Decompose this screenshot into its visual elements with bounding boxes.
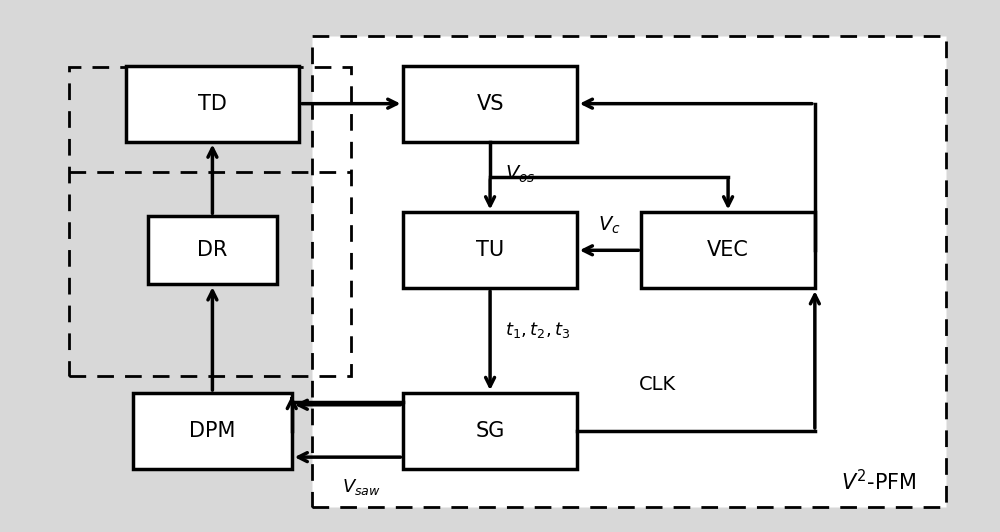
- Bar: [133, 393, 292, 469]
- Text: $V_c$: $V_c$: [598, 215, 621, 236]
- Text: DPM: DPM: [189, 421, 236, 441]
- Bar: [148, 216, 277, 284]
- Bar: [403, 65, 577, 142]
- Bar: [403, 393, 577, 469]
- Text: VS: VS: [476, 94, 504, 114]
- Text: SG: SG: [475, 421, 505, 441]
- Text: $V_{os}$: $V_{os}$: [505, 164, 535, 185]
- Bar: [126, 65, 299, 142]
- Bar: [312, 36, 946, 507]
- Text: DR: DR: [197, 240, 228, 260]
- Bar: [641, 212, 815, 288]
- Text: $t_1, t_2, t_3$: $t_1, t_2, t_3$: [505, 320, 571, 340]
- Bar: [69, 67, 351, 376]
- Text: VEC: VEC: [707, 240, 749, 260]
- Text: TU: TU: [476, 240, 504, 260]
- Text: TD: TD: [198, 94, 227, 114]
- Text: CLK: CLK: [639, 375, 676, 394]
- Text: $V^2$-PFM: $V^2$-PFM: [841, 469, 917, 494]
- Bar: [403, 212, 577, 288]
- Text: $V_{saw}$: $V_{saw}$: [342, 477, 381, 496]
